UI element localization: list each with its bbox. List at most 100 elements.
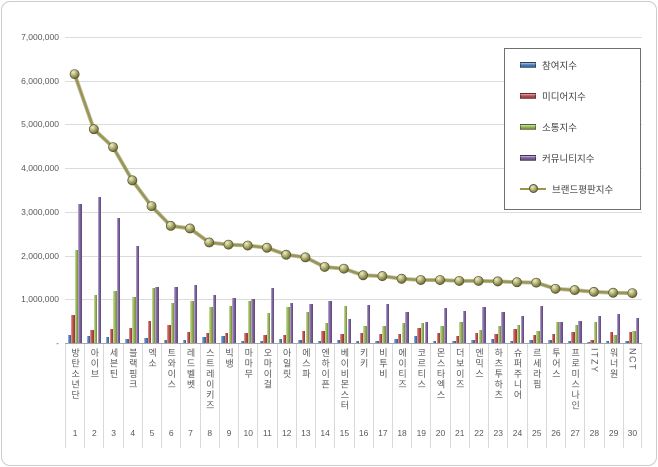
rank-number: 25 <box>526 421 546 448</box>
line-marker: 몬스타엑스 브랜드평판지수: 1,440,000 <box>435 275 445 286</box>
bar-media-index <box>340 333 344 343</box>
rank-number: 3 <box>103 421 122 448</box>
category-label: 블랙핑크 <box>127 348 138 390</box>
bar-media-index <box>455 336 460 343</box>
line-marker: 세븐틴 브랜드평판지수: 4,480,000 <box>108 142 119 153</box>
bar-communication-index <box>613 335 617 343</box>
bar-media-index <box>398 334 402 343</box>
bar-communication-index <box>536 330 540 343</box>
media-index-swatch-icon <box>520 92 536 99</box>
category-label-cell: 르세라핌 <box>526 344 546 421</box>
bar-participation-index <box>182 339 187 343</box>
y-axis-tick-label: 1,000,000 <box>21 294 59 305</box>
bar-communication-index <box>555 322 559 343</box>
line-marker: 에이티즈 브랜드평판지수: 1,470,000 <box>396 273 407 284</box>
line-marker: 엔하이픈 브랜드평판지수: 1,740,000 <box>319 261 330 272</box>
bar-participation-index <box>279 338 283 343</box>
bar-communication-index <box>497 326 502 343</box>
line-marker: 트와이스 브랜드평판지수: 2,680,000 <box>165 220 176 231</box>
category-label-cell: 엔하이픈 <box>315 344 334 421</box>
y-axis-tick-label: 7,000,000 <box>21 32 59 42</box>
bar-media-index <box>282 335 287 343</box>
category-label-cell: 마마무 <box>238 344 257 421</box>
category-label: 오마이걸 <box>262 348 273 390</box>
bar-participation-index <box>163 339 168 343</box>
bar-community-index <box>116 218 121 343</box>
category-label: 엑소 <box>147 348 158 369</box>
bar-communication-index <box>420 322 425 343</box>
rank-number: 4 <box>122 421 142 448</box>
legend: 참여지수 미디어지수 소통지수 커뮤니티지수 브랜드평판지수 <box>504 48 641 210</box>
line-marker: 블랙핑크 브랜드평판지수: 3,720,000 <box>127 175 138 186</box>
bar-media-index <box>628 332 633 343</box>
bar-communication-index <box>440 326 444 343</box>
rank-number: 7 <box>180 421 199 448</box>
category-label: 워너원 <box>608 348 619 380</box>
bar-community-index <box>289 303 294 343</box>
bar-community-index <box>636 318 640 343</box>
gridline <box>65 211 642 213</box>
rank-number: 9 <box>218 421 238 448</box>
bar-communication-index <box>132 297 136 343</box>
legend-item-participation-index: 참여지수 <box>505 49 640 80</box>
bar-participation-index <box>586 341 591 343</box>
line-marker: 프로미스나인 브랜드평판지수: 1,210,000 <box>569 285 580 296</box>
rank-number: 27 <box>565 421 584 448</box>
line-marker: 하츠투하츠 브랜드평판지수: 1,410,000 <box>492 276 503 287</box>
bar-communication-index <box>517 324 521 343</box>
category-label-cell: ITZY <box>584 344 603 421</box>
bar-community-index <box>559 322 563 343</box>
bar-media-index <box>148 321 152 343</box>
bar-community-index <box>520 316 525 343</box>
legend-item-communication-index: 소통지수 <box>505 111 640 142</box>
bar-communication-index <box>632 330 636 343</box>
rank-number: 11 <box>257 421 276 448</box>
bar-participation-index <box>452 341 456 343</box>
bar-participation-index <box>240 340 244 343</box>
bar-community-index <box>616 314 621 343</box>
rank-number: 5 <box>141 421 161 448</box>
bar-participation-index <box>471 339 475 343</box>
line-marker: 마마무 브랜드평판지수: 2,230,000 <box>242 240 253 251</box>
bar-media-index <box>378 334 383 343</box>
category-label: 몬스타엑스 <box>435 348 446 401</box>
category-label: 키키 <box>358 348 369 369</box>
bar-media-index <box>609 331 614 343</box>
category-label-cell: 워너원 <box>603 344 623 421</box>
rank-number: 24 <box>507 421 526 448</box>
bar-communication-index <box>170 302 175 343</box>
bar-communication-index <box>324 322 329 343</box>
bar-communication-index <box>363 325 367 343</box>
category-label-cell: 베이비몬스터 <box>334 344 353 421</box>
category-label-cell: 엔믹스 <box>468 344 488 421</box>
bar-communication-index <box>151 288 156 343</box>
bar-communication-index <box>574 324 579 343</box>
bar-communication-index <box>74 249 79 343</box>
bar-media-index <box>244 332 248 343</box>
bar-communication-index <box>401 323 406 343</box>
rank-number: 1 <box>65 421 84 448</box>
rank-number: 26 <box>545 421 565 448</box>
line-marker: 더보이즈 브랜드평판지수: 1,420,000 <box>454 275 465 286</box>
bar-media-index <box>321 331 325 343</box>
y-axis-tick-label: 2,000,000 <box>21 250 59 261</box>
category-label: 프로미스나인 <box>570 348 581 411</box>
bar-media-index <box>551 333 556 343</box>
bar-participation-index <box>606 340 610 343</box>
gridline <box>65 255 642 257</box>
bar-community-index <box>78 203 82 343</box>
bar-communication-index <box>343 305 348 343</box>
bar-community-index <box>155 287 159 343</box>
y-axis-tick-label: 3,000,000 <box>21 206 59 217</box>
bar-community-index <box>405 311 409 343</box>
brand-reputation-index-line-swatch-icon <box>520 184 546 193</box>
y-axis-tick-label: 6,000,000 <box>21 75 59 86</box>
participation-index-swatch-icon <box>520 61 536 68</box>
bar-participation-index <box>202 336 206 343</box>
category-label: 엔하이픈 <box>320 348 331 390</box>
bar-community-index <box>136 245 140 343</box>
category-label-cell: 방탄소년단 <box>65 344 84 421</box>
bar-participation-index <box>413 336 418 343</box>
category-label-cell: 아일릿 <box>276 344 296 421</box>
